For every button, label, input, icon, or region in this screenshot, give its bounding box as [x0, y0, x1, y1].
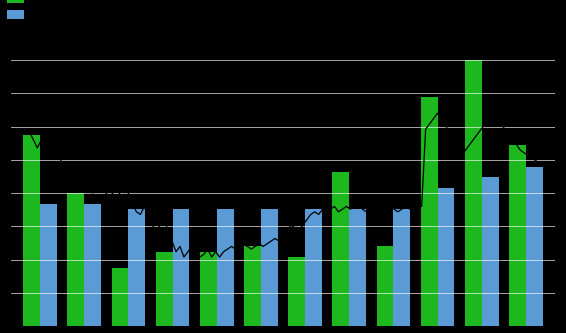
- Bar: [261, 209, 278, 326]
- Bar: [509, 145, 526, 326]
- Bar: [200, 252, 217, 326]
- Bar: [67, 193, 84, 326]
- Legend: , : ,: [7, 0, 24, 22]
- Bar: [465, 47, 482, 326]
- Bar: [421, 97, 438, 326]
- Bar: [349, 209, 366, 326]
- Bar: [40, 204, 57, 326]
- Bar: [23, 135, 40, 326]
- Bar: [217, 209, 234, 326]
- Bar: [156, 252, 173, 326]
- Bar: [288, 257, 305, 326]
- Bar: [526, 166, 543, 326]
- Bar: [244, 246, 261, 326]
- Bar: [438, 188, 454, 326]
- Bar: [112, 268, 128, 326]
- Bar: [84, 204, 101, 326]
- Bar: [482, 177, 499, 326]
- Bar: [376, 246, 393, 326]
- Bar: [128, 209, 145, 326]
- Bar: [173, 209, 190, 326]
- Bar: [332, 172, 349, 326]
- Bar: [305, 209, 322, 326]
- Bar: [393, 209, 410, 326]
